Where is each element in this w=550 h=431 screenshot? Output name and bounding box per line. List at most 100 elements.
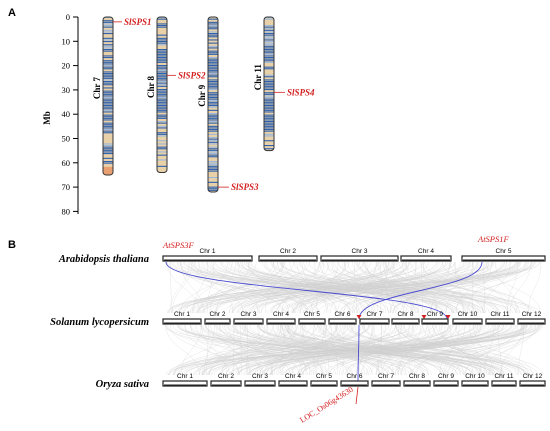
synteny-link [473,324,494,376]
y-tick-label: 80 [62,206,71,216]
synteny-link [473,261,509,314]
chromosome-label: Chr 1 [177,373,193,380]
density-band [264,101,274,103]
synteny-link [208,324,262,376]
density-band [103,84,113,86]
gene-marker-triangle [356,315,362,319]
density-band [103,77,113,79]
synteny-link [347,324,517,376]
synteny-link [432,324,491,376]
density-band [157,65,167,67]
density-band [264,49,274,51]
density-band [264,129,274,131]
density-band [264,36,274,38]
density-band [208,84,218,86]
density-band [264,108,274,110]
density-band [208,47,218,49]
density-band [208,133,218,135]
density-band [208,66,218,68]
density-band [208,33,218,35]
density-band [103,103,113,105]
density-band [208,69,218,71]
density-band [103,60,113,62]
chromosome-bar-fill [280,384,306,387]
synteny-link [366,261,396,314]
density-band [208,60,218,62]
synteny-link [488,324,527,376]
density-band [103,119,113,121]
synteny-link [389,324,541,376]
synteny-link [228,324,261,376]
density-band [103,116,113,118]
density-band [264,26,274,28]
density-band [208,117,218,119]
density-band [208,57,218,59]
synteny-link [192,261,228,314]
synteny-link [266,324,308,376]
density-band [208,63,218,65]
density-band [103,129,113,131]
density-band [264,29,274,31]
synteny-link [239,324,504,376]
synteny-link [518,324,525,376]
density-band [264,130,274,132]
synteny-link [223,261,456,314]
density-band [208,125,218,127]
density-band [157,122,167,124]
density-band [208,89,218,91]
density-band [103,33,113,35]
synteny-link [452,324,481,376]
density-band [264,121,274,123]
chromosome-bar-fill [164,384,206,387]
density-band [208,81,218,83]
chromosome-name: Chr 9 [197,84,207,107]
synteny-link [319,261,363,314]
density-band [208,189,218,191]
density-band [157,49,167,51]
density-band [103,153,113,155]
synteny-link [239,261,493,314]
density-band [157,41,167,43]
chromosome-label: Chr 6 [347,373,363,380]
density-band [208,98,218,100]
synteny-link [215,261,250,314]
density-band [264,31,274,33]
density-band [157,159,167,161]
density-band [103,161,113,163]
density-band [264,98,274,100]
synteny-link [232,324,464,376]
synteny-link [443,324,460,376]
density-band [103,29,113,31]
synteny-link [198,261,257,314]
synteny-link [383,261,404,314]
chromosome-chr-8: Chr 8 SlSPS2 [146,16,206,174]
synteny-link [168,324,340,376]
density-band [264,66,274,68]
panel-a-label: A [8,7,16,19]
synteny-link [172,261,193,314]
density-band [157,121,167,123]
density-band [103,23,113,25]
density-band [208,79,218,81]
density-band [103,21,113,23]
chromosome-label: Chr 1 [174,311,190,318]
density-band [208,177,218,179]
chromosome-label: Chr 5 [496,248,512,255]
density-band [157,151,167,153]
density-band [264,85,274,87]
chromosome-bar-fill [463,259,544,262]
density-band [157,18,167,20]
chromosome-label: Chr 7 [378,373,394,380]
synteny-link [228,261,464,314]
synteny-link [261,324,505,376]
density-band [157,55,167,57]
density-band [208,141,218,143]
density-band [208,167,218,169]
density-band [208,119,218,121]
density-band [103,97,113,99]
density-band [157,34,167,36]
density-band [208,127,218,129]
density-band [103,71,113,73]
density-band [264,84,274,86]
density-band [264,125,274,127]
